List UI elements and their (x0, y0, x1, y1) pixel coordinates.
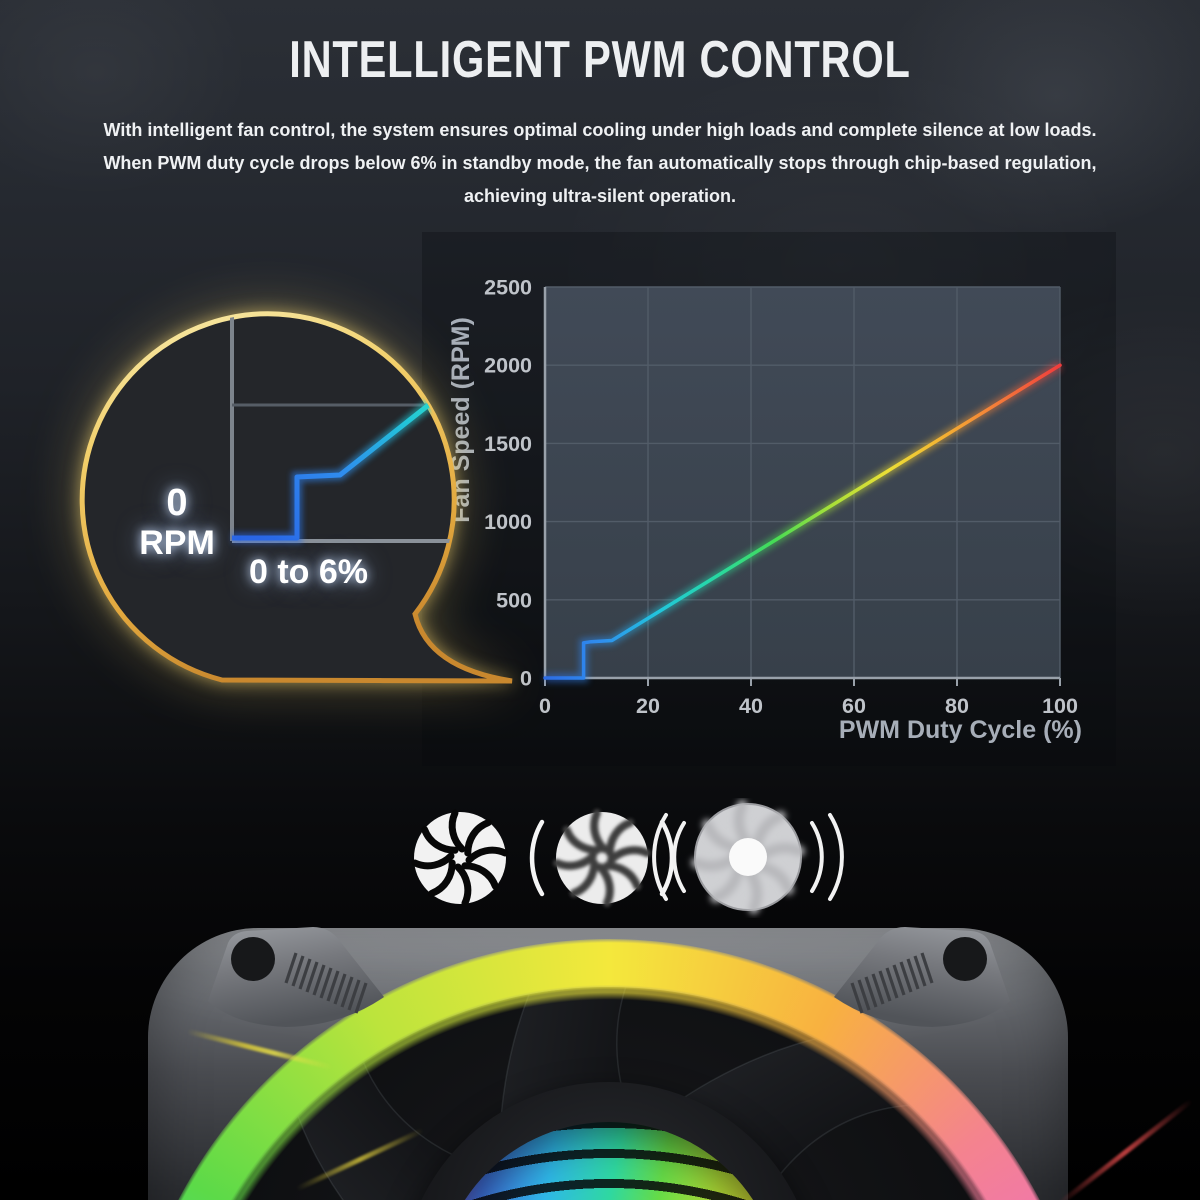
callout-zero-rpm-value: 0 (166, 482, 188, 524)
x-tick-label: 40 (739, 694, 763, 718)
fan-stopped-icon (414, 812, 506, 904)
plot-background (545, 287, 1060, 678)
x-axis-title: PWM Duty Cycle (%) (838, 716, 1082, 744)
fan-mount-corners (208, 927, 1010, 1027)
ear-ribs-left (284, 952, 368, 1014)
fan-speed-curve (543, 363, 1062, 680)
bubble-curve (232, 390, 447, 541)
x-tick-label: 80 (945, 694, 969, 718)
x-tick-label: 100 (1042, 694, 1078, 718)
fan-mount-ear-left (208, 927, 384, 1027)
y-tick-label: 1000 (484, 510, 532, 534)
vibration-arcs-double (652, 813, 844, 901)
fan-spinning-fast-icon (652, 804, 844, 910)
vibration-arc (529, 819, 675, 897)
y-tick-label: 500 (496, 588, 532, 612)
ear-ribs-right (850, 952, 934, 1014)
intro-paragraph: With intelligent fan control, the system… (103, 120, 1097, 206)
callout-duty-range-label: 0 to 6% (248, 553, 369, 591)
y-tick-label: 2000 (484, 354, 532, 378)
fan-mount-ear-right (834, 927, 1010, 1027)
y-tick-label: 2500 (484, 276, 532, 300)
fan-state-icons (380, 798, 844, 918)
x-tick-label: 0 (539, 694, 551, 718)
magnifier-bubble (79, 311, 513, 684)
fan-spinning-slow-icon (529, 812, 675, 904)
fan-hub-dot (729, 838, 767, 876)
fan-product-photo (0, 895, 1200, 1200)
x-tick-label: 20 (636, 694, 660, 718)
y-tick-label: 0 (520, 667, 532, 691)
x-tick-label: 60 (842, 694, 866, 718)
callout-zero-rpm-unit: RPM (139, 524, 215, 562)
page-title: INTELLIGENT PWM CONTROL (289, 31, 911, 89)
screw-hole-left (231, 937, 275, 981)
y-tick-label: 1500 (484, 432, 532, 456)
screw-hole-right (943, 937, 987, 981)
